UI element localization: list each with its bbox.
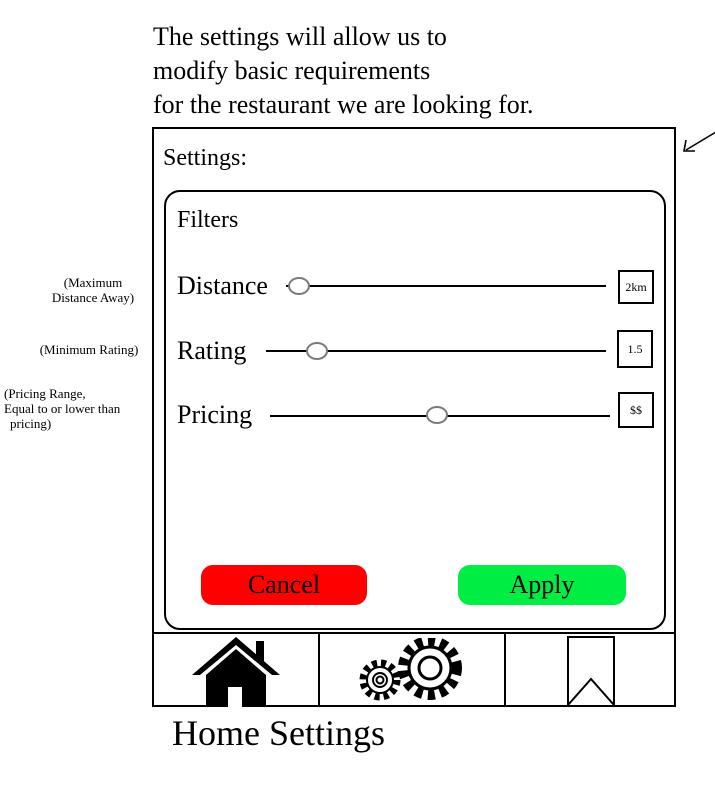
phone-frame xyxy=(152,127,676,707)
cancel-button[interactable]: Cancel xyxy=(201,565,367,605)
pricing-note: (Pricing Range, Equal to or lower than p… xyxy=(4,386,121,431)
nav-caption: Home Settings xyxy=(172,713,385,753)
distance-note: (Maximum Distance Away) xyxy=(51,275,135,305)
distance-label: Distance xyxy=(177,271,268,300)
pricing-slider-knob[interactable] xyxy=(425,406,448,424)
filters-panel xyxy=(164,190,666,630)
nav-home-tab[interactable] xyxy=(154,634,318,707)
settings-title: Settings: xyxy=(163,145,248,171)
filters-title: Filters xyxy=(177,207,239,233)
nav-bookmark-tab[interactable] xyxy=(506,634,676,707)
distance-value-box: 2km xyxy=(618,270,654,304)
home-icon xyxy=(192,636,280,707)
intro-caption: The settings will allow us to modify bas… xyxy=(153,22,534,119)
gears-icon xyxy=(359,637,462,700)
annotation-arrow-icon xyxy=(683,131,715,152)
rating-slider-knob[interactable] xyxy=(306,342,328,360)
nav-divider xyxy=(504,632,506,707)
nav-divider xyxy=(318,632,320,707)
rating-note: (Minimum Rating) xyxy=(39,342,139,357)
pricing-value-box: $$ xyxy=(618,392,654,428)
bookmark-icon xyxy=(567,635,615,707)
apply-button[interactable]: Apply xyxy=(458,565,626,605)
distance-slider-knob[interactable] xyxy=(287,277,310,295)
bottom-nav xyxy=(152,632,676,707)
rating-label: Rating xyxy=(177,336,247,365)
rating-value-box: 1.5 xyxy=(617,330,653,368)
rating-slider-track[interactable] xyxy=(266,350,606,352)
distance-slider-track[interactable] xyxy=(286,285,606,287)
nav-settings-tab[interactable] xyxy=(320,634,504,707)
pricing-label: Pricing xyxy=(177,400,253,429)
